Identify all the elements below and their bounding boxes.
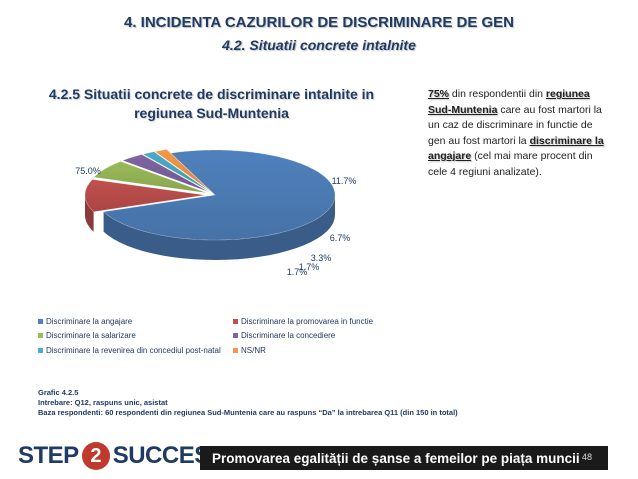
legend-item-5: NS/NR — [233, 346, 266, 355]
pie-slice-4 — [142, 151, 211, 192]
legend-label-2: Discriminare la salarizare — [46, 331, 136, 340]
footer-banner-text: Promovarea egalității de șanse a femeilo… — [212, 450, 580, 466]
side-highlight-percent: 75% — [428, 88, 450, 100]
pie-data-label-2: 6.7% — [330, 233, 351, 243]
pie-slice-side-0 — [103, 195, 335, 260]
logo-circle-2: 2 — [81, 442, 110, 470]
legend-label-1: Discriminare la promovarea in functie — [241, 317, 374, 326]
legend-swatch-3 — [233, 333, 238, 338]
pie-data-label-3: 3.3% — [311, 253, 332, 263]
note-base: Baza respondenti: 60 respondenti din reg… — [38, 408, 458, 417]
pie-slice-side-1 — [85, 195, 94, 232]
pie-data-label-0: 75.0% — [75, 166, 101, 176]
page-title: 4. INCIDENTA CAZURILOR DE DISCRIMINARE D… — [123, 14, 514, 31]
legend-label-3: Discriminare la concediere — [241, 331, 336, 340]
legend-swatch-0 — [38, 319, 43, 324]
pie-data-label-4: 1.7% — [299, 262, 320, 272]
legend-label-0: Discriminare la angajare — [46, 317, 133, 326]
step2success-logo: STEP 2 SUCCESS — [18, 441, 226, 471]
footer-banner: Promovarea egalității de șanse a femeilo… — [200, 446, 608, 470]
pie-data-label-5: 1.7% — [287, 267, 308, 277]
page-subtitle: 4.2. Situatii concrete intalnite — [222, 37, 416, 53]
legend-item-2: Discriminare la salarizare — [38, 331, 136, 340]
legend-swatch-2 — [38, 333, 43, 338]
pie-slice-5 — [154, 149, 212, 192]
logo-text-step: STEP — [18, 442, 79, 469]
legend-item-4: Discriminare la revenirea din concediul … — [38, 346, 221, 355]
pie-chart: 75.0% 11.7% 6.7% 3.3%1.7%1.7% — [75, 149, 357, 277]
note-question: Intrebare: Q12, raspuns unic, asistat — [38, 398, 168, 407]
legend-label-4: Discriminare la revenirea din concediul … — [46, 346, 221, 355]
side-text-2: care au fost martori la un caz de discri… — [428, 103, 602, 147]
side-commentary: 75% din respondentii din regiunea Sud-Mu… — [428, 87, 608, 180]
legend-label-5: NS/NR — [241, 346, 266, 355]
legend-item-0: Discriminare la angajare — [38, 317, 132, 326]
side-highlight-category: discriminare la angajare — [428, 134, 604, 163]
pie-data-label-1: 11.7% — [332, 176, 357, 186]
side-text-1: din respondentii din — [449, 88, 546, 100]
side-highlight-region: regiunea Sud-Muntenia — [428, 88, 590, 116]
page-number: 48 — [581, 452, 592, 462]
pie-slice-1 — [84, 179, 206, 213]
pie-slice-2 — [93, 161, 207, 194]
legend-item-3: Discriminare la concediere — [233, 331, 335, 340]
chart-title: 4.2.5 Situatii concrete de discriminare … — [48, 86, 375, 121]
note-chart-id: Grafic 4.2.5 — [38, 388, 79, 397]
legend-swatch-5 — [233, 348, 238, 353]
pie-slice-3 — [121, 154, 209, 193]
side-text-3: (cel mai mare procent din cele 4 regiuni… — [428, 150, 593, 178]
pie-slice-0 — [102, 149, 336, 241]
legend-item-1: Discriminare la promovarea in functie — [233, 317, 373, 326]
legend-swatch-4 — [38, 348, 43, 353]
legend-swatch-1 — [233, 319, 238, 324]
